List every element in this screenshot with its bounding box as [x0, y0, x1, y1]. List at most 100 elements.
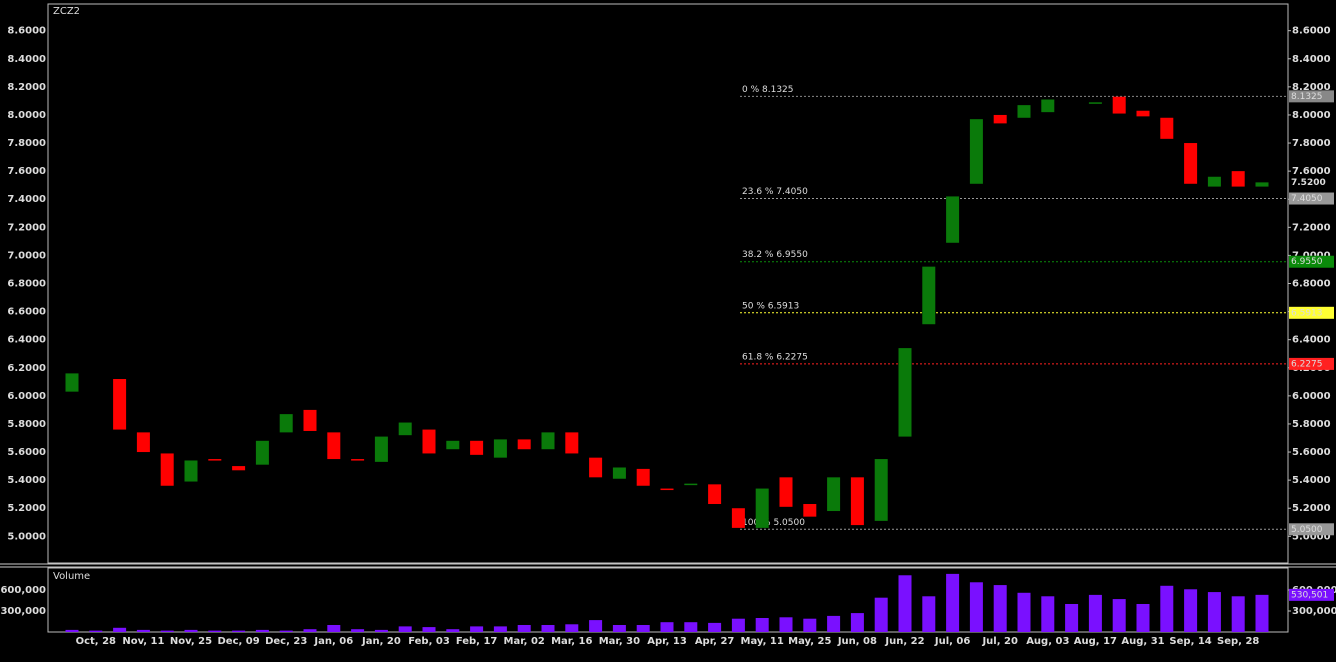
- x-tick-label: Mar, 30: [599, 636, 640, 647]
- volume-bar: [351, 629, 365, 632]
- fib-tag: 6.5913: [1291, 308, 1323, 318]
- volume-bar: [922, 596, 936, 632]
- x-tick-label: Aug, 03: [1026, 636, 1069, 647]
- candle: [446, 440, 460, 450]
- candle: [541, 432, 555, 450]
- fib-tag: 8.1325: [1291, 92, 1323, 102]
- candle: [374, 436, 388, 462]
- candle: [184, 460, 198, 482]
- volume-bar: [993, 585, 1007, 632]
- y-tick-label-right: 7.6000: [1292, 166, 1331, 177]
- y-tick-label: 6.8000: [7, 279, 46, 290]
- y-tick-label: 6.2000: [7, 363, 46, 374]
- fib-label: 50 % 6.5913: [742, 301, 799, 311]
- symbol: ZCZ2: [53, 6, 80, 17]
- candle: [755, 488, 769, 528]
- x-tick-label: Jul, 20: [981, 636, 1018, 647]
- y-tick-label: 6.4000: [7, 335, 46, 346]
- x-tick-label: Jan, 20: [361, 636, 401, 647]
- y-tick-label: 6.0000: [7, 391, 46, 402]
- y-tick-label-right: 5.6000: [1292, 447, 1331, 458]
- x-tick-label: Sep, 28: [1217, 636, 1259, 647]
- volume-bar: [65, 629, 79, 632]
- volume-bar: [755, 617, 769, 632]
- candle: [1112, 96, 1126, 114]
- candle: [565, 432, 579, 454]
- y-tick-label-right: 8.6000: [1292, 26, 1331, 37]
- x-tick-label: Mar, 16: [551, 636, 592, 647]
- volume-title: Volume: [53, 571, 90, 582]
- y-tick-label: 5.0000: [7, 531, 46, 542]
- candle: [874, 459, 888, 521]
- x-tick-label: Jun, 08: [837, 636, 877, 647]
- candle: [850, 477, 864, 526]
- candle: [779, 477, 793, 507]
- volume-bar: [374, 629, 388, 632]
- candle: [1231, 171, 1245, 187]
- volume-bar: [1088, 594, 1102, 632]
- y-tick-label-right: 7.8000: [1292, 138, 1331, 149]
- volume-bar: [1041, 596, 1055, 632]
- x-tick-label: Sep, 14: [1169, 636, 1211, 647]
- y-tick-label: 7.0000: [7, 250, 46, 261]
- volume-bar: [874, 597, 888, 632]
- volume-bar: [208, 630, 222, 632]
- candle: [136, 432, 150, 453]
- volume-bar: [946, 573, 960, 632]
- volume-bar: [136, 629, 150, 632]
- candle: [303, 409, 317, 431]
- volume-bar: [517, 624, 531, 632]
- volume-tick-label: 600,000: [0, 585, 46, 596]
- volume-bar: [1017, 592, 1031, 632]
- volume-bar: [660, 622, 674, 632]
- volume-bar: [708, 622, 722, 632]
- volume-tick-label: 300,000: [0, 606, 46, 617]
- candle: [255, 440, 269, 465]
- fib-label: 100 % 5.0500: [742, 518, 805, 528]
- y-tick-label: 8.2000: [7, 82, 46, 93]
- candle: [660, 488, 674, 491]
- candle: [113, 379, 127, 430]
- volume-bar: [827, 615, 841, 632]
- candle: [946, 196, 960, 243]
- candle: [327, 432, 341, 460]
- x-tick-label: Aug, 17: [1074, 636, 1117, 647]
- y-tick-label: 5.4000: [7, 475, 46, 486]
- candle: [589, 457, 603, 478]
- y-tick-label: 7.4000: [7, 194, 46, 205]
- volume-bar: [1184, 589, 1198, 632]
- x-tick-label: Feb, 03: [408, 636, 450, 647]
- volume-bar: [160, 630, 174, 632]
- volume-bar: [493, 626, 507, 632]
- candle: [517, 439, 531, 450]
- fib-tag-bg: [1289, 192, 1334, 205]
- volume-bar: [1136, 603, 1150, 632]
- volume-bar: [850, 613, 864, 632]
- fib-tag-bg: [1289, 90, 1334, 103]
- y-tick-label-right: 6.0000: [1292, 391, 1331, 402]
- fib-label: 23.6 % 7.4050: [742, 187, 808, 197]
- y-tick-label: 7.2000: [7, 222, 46, 233]
- candle: [493, 439, 507, 458]
- last-price-tag: 7.5200: [1291, 178, 1326, 188]
- x-tick-label: Dec, 23: [265, 636, 307, 647]
- volume-bar: [1112, 599, 1126, 632]
- y-tick-label: 5.2000: [7, 503, 46, 514]
- fib-tag: 5.0500: [1291, 525, 1323, 535]
- candle: [731, 508, 745, 528]
- volume-bar: [565, 624, 579, 632]
- x-tick-label: Jun, 22: [884, 636, 924, 647]
- volume-bar: [89, 630, 103, 632]
- fib-tag-bg: [1289, 357, 1334, 370]
- volume-bar: [612, 624, 626, 632]
- volume-bar: [969, 582, 983, 632]
- fib-tag-bg: [1289, 255, 1334, 268]
- volume-bar: [398, 626, 412, 632]
- x-tick-label: Aug, 31: [1121, 636, 1164, 647]
- y-tick-label-right: 8.0000: [1292, 110, 1331, 121]
- fib-tag-bg: [1289, 523, 1334, 536]
- candle: [636, 468, 650, 486]
- volume-bar: [731, 618, 745, 632]
- volume-bar: [255, 629, 269, 632]
- volume-bar: [422, 627, 436, 632]
